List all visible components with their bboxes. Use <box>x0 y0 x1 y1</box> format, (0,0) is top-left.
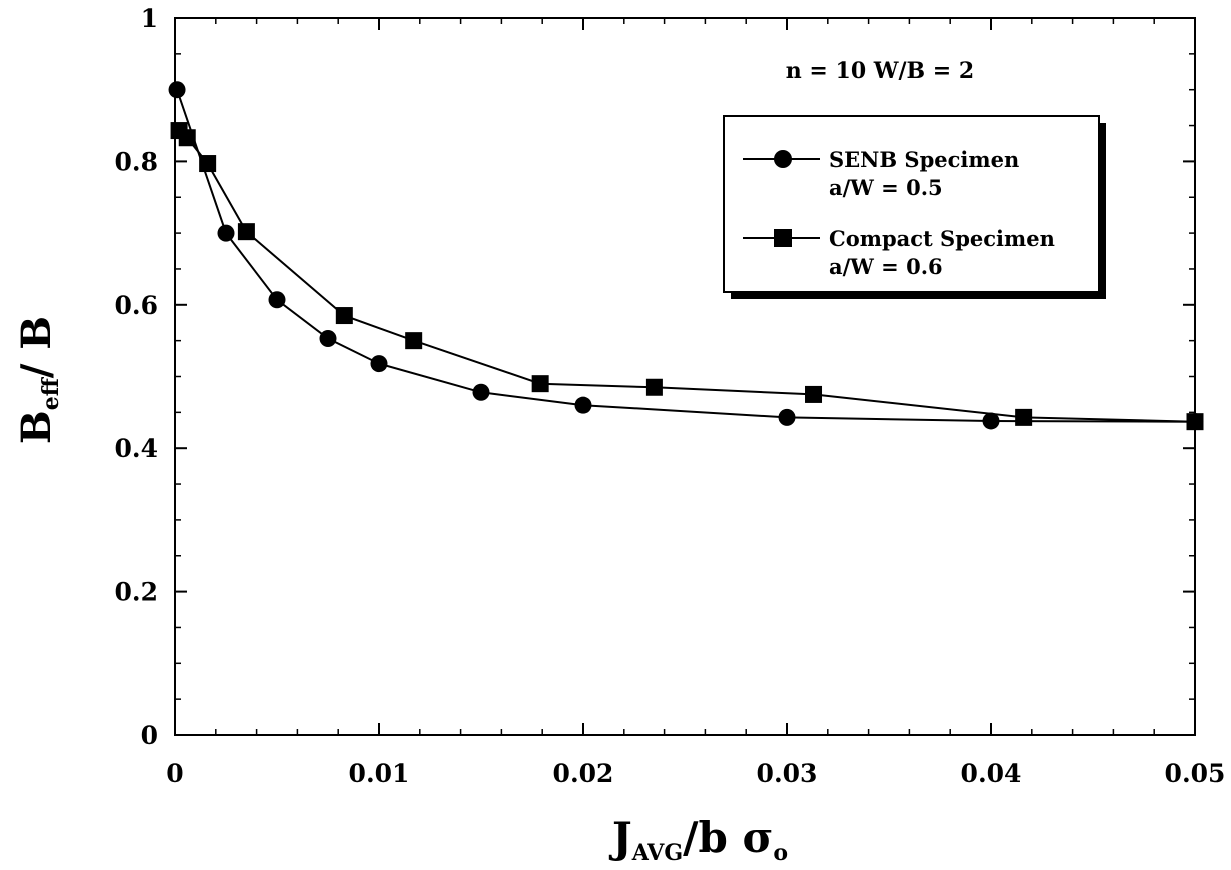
axes: 0 0.01 0.02 0.03 0.04 0.05 0 0.2 0.4 0.6 0.8 1 <box>115 4 1226 788</box>
x-tick-label: 0.02 <box>553 759 614 788</box>
data-point-compact <box>531 375 549 393</box>
x-axis-title-sub: AVG <box>631 840 683 866</box>
data-point-senb <box>268 291 286 309</box>
legend: SENB Specimen a/W = 0.5 Compact Specimen… <box>723 115 1106 299</box>
plot-series <box>168 81 1204 431</box>
legend-senb-marker <box>774 150 792 168</box>
data-point-senb <box>982 412 1000 430</box>
y-axis-title-main: B <box>13 410 60 444</box>
data-point-senb <box>472 383 490 401</box>
legend-senb-label: SENB Specimen <box>829 147 1019 172</box>
data-point-compact <box>645 378 663 396</box>
y-axis-title-sub: eff <box>38 376 64 410</box>
legend-compact-sublabel: a/W = 0.6 <box>829 254 943 279</box>
data-point-senb <box>574 396 592 414</box>
y-tick-label: 0.4 <box>115 434 159 463</box>
data-point-compact <box>1015 408 1033 426</box>
x-axis-title-sub2: o <box>773 840 788 866</box>
x-tick-label: 0.01 <box>349 759 410 788</box>
annotation-text: n = 10 W/B = 2 <box>786 58 974 84</box>
y-tick-label: 1 <box>141 4 158 33</box>
series-line-senb <box>176 89 1196 423</box>
y-tick-label: 0 <box>141 721 158 750</box>
y-tick-label: 0.8 <box>115 147 159 176</box>
data-point-compact <box>199 155 217 173</box>
x-tick-label: 0.04 <box>961 759 1022 788</box>
data-point-compact <box>805 385 823 403</box>
data-point-compact <box>335 307 353 325</box>
data-point-compact <box>405 332 423 350</box>
legend-senb-sublabel: a/W = 0.5 <box>829 175 943 200</box>
data-point-compact <box>1186 413 1204 431</box>
x-axis-title-main: J <box>608 813 632 862</box>
x-tick-label: 0.03 <box>757 759 818 788</box>
x-tick-label: 0.05 <box>1165 759 1226 788</box>
data-point-senb <box>319 329 337 347</box>
y-axis-title-rest: / B <box>13 316 60 378</box>
y-tick-label: 0.6 <box>115 291 159 320</box>
data-point-compact <box>178 129 196 147</box>
x-tick-label: 0 <box>166 759 183 788</box>
x-axis-title-rest: /b σ <box>683 813 773 862</box>
y-axis-title: Beff/ B <box>13 316 64 444</box>
y-tick-label: 0.2 <box>115 578 159 607</box>
legend-compact-label: Compact Specimen <box>829 226 1055 251</box>
data-point-senb <box>778 408 796 426</box>
data-point-compact <box>237 223 255 241</box>
data-point-senb <box>370 355 388 373</box>
legend-compact-marker <box>774 229 792 247</box>
data-point-senb <box>217 224 235 242</box>
legend-box <box>723 115 1100 293</box>
data-point-senb <box>168 81 186 99</box>
x-axis-title: JAVG/b σo <box>608 813 788 866</box>
